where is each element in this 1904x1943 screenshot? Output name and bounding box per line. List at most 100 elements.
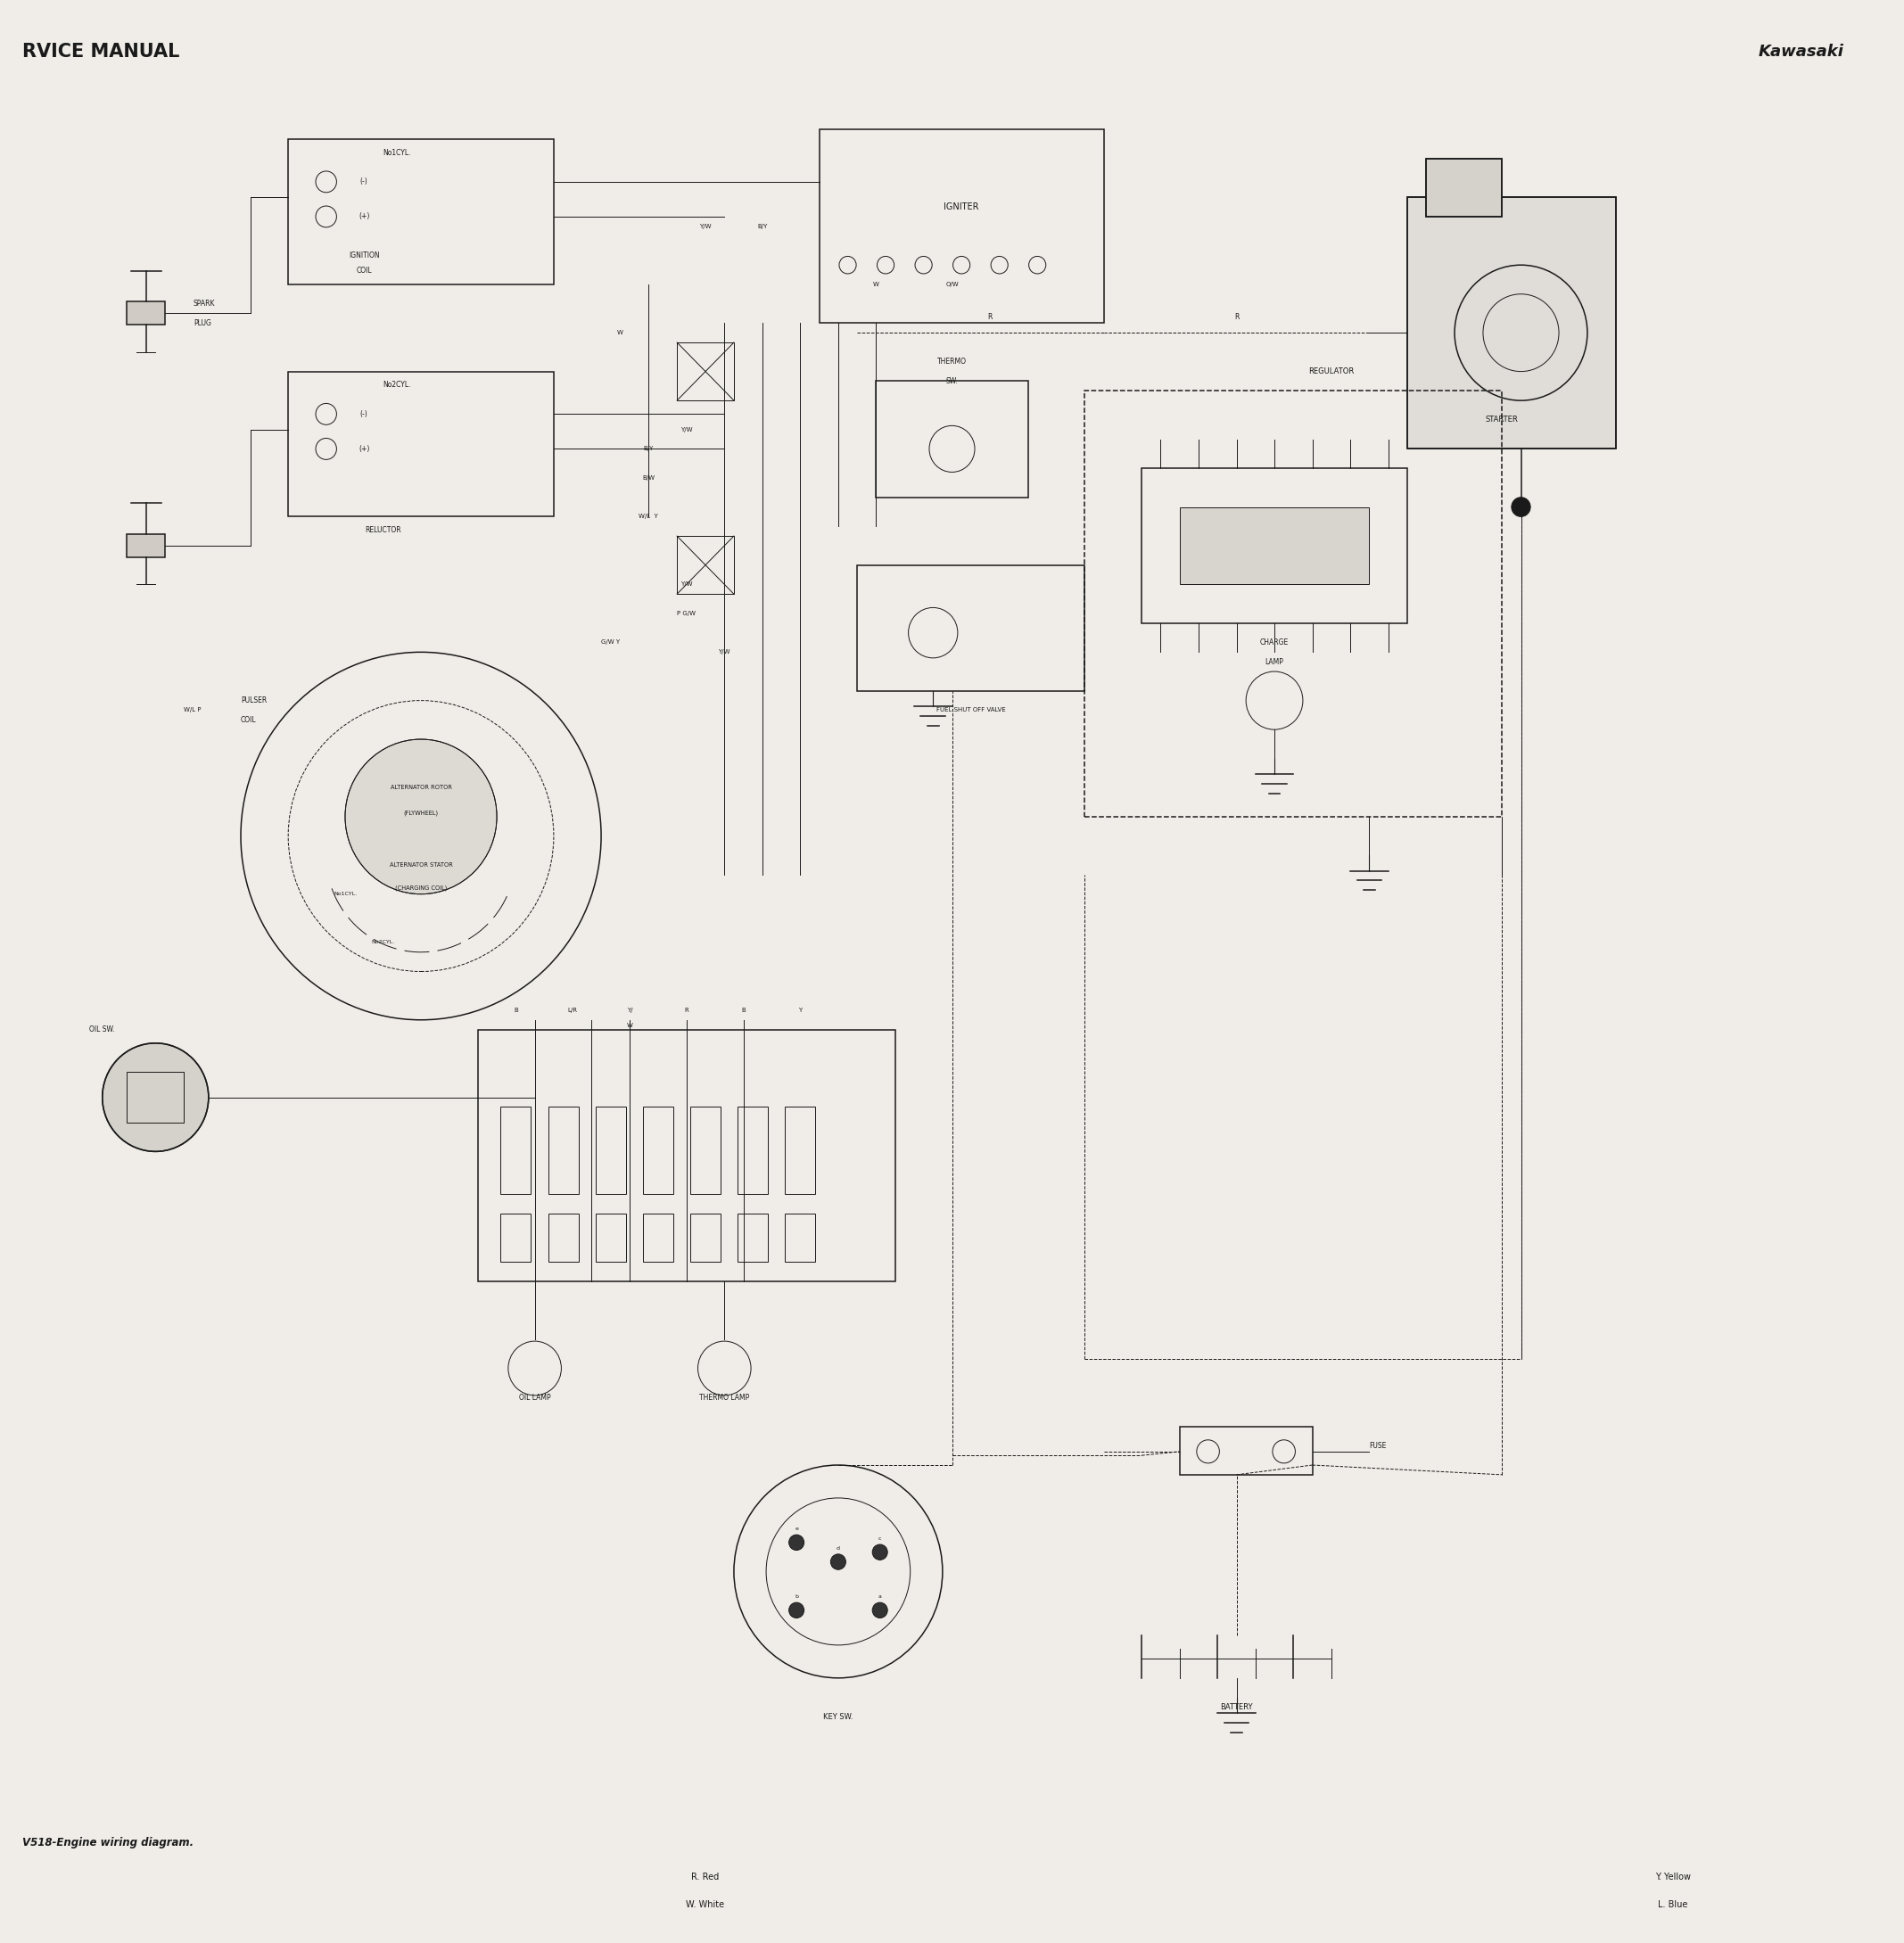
Bar	[1426, 159, 1502, 216]
Circle shape	[345, 738, 497, 894]
Bar	[691, 1214, 720, 1261]
Text: Y/: Y/	[626, 1008, 632, 1012]
Bar	[548, 1214, 579, 1261]
Circle shape	[788, 1535, 803, 1551]
Text: W: W	[626, 1024, 632, 1028]
Text: FUEL SHUT OFF VALVE: FUEL SHUT OFF VALVE	[937, 707, 1005, 713]
Text: e: e	[794, 1527, 798, 1531]
Text: (-): (-)	[360, 177, 367, 187]
Text: R: R	[988, 313, 992, 321]
Circle shape	[1512, 497, 1531, 517]
Text: W/L P: W/L P	[185, 707, 202, 713]
Text: W: W	[874, 282, 880, 288]
Bar	[501, 1214, 531, 1261]
Text: (+): (+)	[358, 445, 369, 453]
Text: a: a	[878, 1595, 882, 1599]
Bar	[128, 534, 166, 558]
Text: B: B	[514, 1008, 518, 1012]
Text: G/W Y: G/W Y	[602, 639, 621, 645]
Text: COIL: COIL	[240, 715, 257, 725]
Text: BATTERY: BATTERY	[1220, 1702, 1253, 1712]
Text: OIL SW.: OIL SW.	[89, 1026, 114, 1034]
Text: O/W: O/W	[946, 282, 958, 288]
Text: Y. Yellow: Y. Yellow	[1655, 1873, 1691, 1883]
Text: R. Red: R. Red	[691, 1873, 720, 1883]
Text: COIL: COIL	[356, 266, 371, 274]
Text: OIL LAMP: OIL LAMP	[520, 1393, 550, 1401]
Text: ALTERNATOR STATOR: ALTERNATOR STATOR	[388, 863, 453, 869]
Text: W. White: W. White	[685, 1900, 725, 1908]
Text: PULSER: PULSER	[240, 696, 267, 705]
Circle shape	[830, 1554, 845, 1570]
Text: R: R	[1234, 313, 1240, 321]
Bar	[1085, 391, 1502, 816]
Text: Y/W: Y/W	[718, 649, 731, 655]
Bar	[784, 1108, 815, 1195]
Text: KEY SW.: KEY SW.	[823, 1712, 853, 1721]
Bar	[644, 1108, 674, 1195]
Text: V518-Engine wiring diagram.: V518-Engine wiring diagram.	[23, 1836, 194, 1848]
Text: No1CYL.: No1CYL.	[333, 892, 356, 896]
Bar	[644, 1214, 674, 1261]
Bar	[128, 301, 166, 324]
Text: W/L  Y: W/L Y	[640, 515, 659, 519]
Text: PLUG: PLUG	[194, 319, 211, 326]
Bar	[784, 1214, 815, 1261]
Bar	[678, 342, 733, 400]
Circle shape	[788, 1603, 803, 1619]
Circle shape	[872, 1603, 887, 1619]
Text: ALTERNATOR ROTOR: ALTERNATOR ROTOR	[390, 785, 451, 791]
Bar	[691, 1108, 720, 1195]
Bar	[737, 1214, 767, 1261]
Bar	[478, 1030, 895, 1280]
Text: No1CYL.: No1CYL.	[383, 150, 411, 157]
Text: IGNITION: IGNITION	[348, 251, 379, 258]
Text: No2CYL.: No2CYL.	[383, 381, 411, 389]
Text: RVICE MANUAL: RVICE MANUAL	[23, 43, 181, 60]
Bar	[737, 1108, 767, 1195]
Bar	[1142, 468, 1407, 624]
Text: Kawasaki: Kawasaki	[1757, 45, 1843, 60]
Bar	[288, 371, 554, 517]
Text: c: c	[878, 1537, 882, 1541]
Text: b: b	[794, 1595, 798, 1599]
Text: L. Blue: L. Blue	[1658, 1900, 1687, 1908]
Text: THERMO LAMP: THERMO LAMP	[699, 1393, 750, 1401]
Text: SPARK: SPARK	[194, 299, 215, 307]
Text: W: W	[617, 330, 623, 336]
Bar	[288, 140, 554, 284]
Bar	[678, 536, 733, 595]
Circle shape	[103, 1043, 209, 1152]
Bar	[857, 565, 1085, 692]
Text: Y: Y	[798, 1008, 802, 1012]
Text: (CHARGING COIL): (CHARGING COIL)	[394, 886, 447, 892]
Bar	[1407, 198, 1616, 449]
Text: No2CYL.: No2CYL.	[371, 940, 394, 944]
Text: Y/W: Y/W	[680, 581, 693, 587]
Text: Y/W: Y/W	[699, 223, 712, 229]
Bar	[1180, 1426, 1312, 1475]
Bar	[876, 381, 1028, 497]
Text: (FLYWHEEL): (FLYWHEEL)	[404, 810, 438, 816]
Bar	[501, 1108, 531, 1195]
Bar	[819, 130, 1104, 323]
Text: IGNITER: IGNITER	[944, 202, 979, 212]
Text: THERMO: THERMO	[937, 358, 967, 365]
Bar	[596, 1214, 626, 1261]
Text: d: d	[836, 1547, 840, 1551]
Circle shape	[872, 1545, 887, 1560]
Text: R: R	[684, 1008, 689, 1012]
Text: B: B	[741, 1008, 746, 1012]
Text: LAMP: LAMP	[1264, 659, 1283, 666]
Bar	[1426, 159, 1502, 216]
Text: RELUCTOR: RELUCTOR	[366, 527, 402, 534]
Text: L/R: L/R	[567, 1008, 577, 1012]
Text: REGULATOR: REGULATOR	[1308, 367, 1354, 375]
Text: SW.: SW.	[946, 377, 958, 385]
Bar	[596, 1108, 626, 1195]
Text: Y/W: Y/W	[680, 427, 693, 431]
Text: B/W: B/W	[642, 476, 655, 480]
Bar	[1180, 507, 1369, 585]
Text: STARTER: STARTER	[1485, 416, 1517, 424]
Text: FUSE: FUSE	[1369, 1442, 1386, 1449]
